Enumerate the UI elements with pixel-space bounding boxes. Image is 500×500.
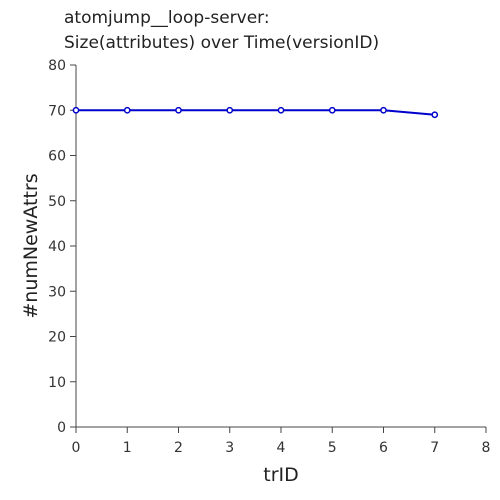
y-tick-label: 0: [57, 420, 66, 436]
data-point: [226, 106, 234, 114]
x-tick-label: 2: [174, 440, 183, 456]
data-point: [380, 106, 387, 114]
data-point: [328, 106, 336, 114]
data-point: [431, 111, 439, 119]
x-axis-label: trID: [263, 464, 299, 486]
x-tick-label: 4: [277, 440, 286, 456]
y-tick-label: 50: [48, 194, 66, 210]
chart-title-line-1: atomjump__loop-server:: [64, 8, 270, 28]
y-tick-label: 40: [48, 239, 66, 255]
x-tick-label: 6: [379, 440, 388, 456]
x-tick-label: 0: [72, 440, 81, 456]
x-tick-label: 1: [123, 440, 132, 456]
y-tick-label: 30: [48, 284, 66, 300]
x-tick-label: 8: [482, 440, 491, 456]
series-line: [76, 109, 435, 116]
y-axis-label: #numNewAttrs: [20, 173, 42, 318]
y-tick-label: 80: [48, 58, 66, 74]
data-point: [123, 106, 131, 114]
chart-title-line-2: Size(attributes) over Time(versionID): [64, 33, 380, 53]
y-tick-label: 60: [48, 149, 66, 165]
y-tick-label: 20: [48, 330, 66, 346]
y-tick-label: 70: [48, 103, 66, 119]
data-point: [175, 106, 182, 114]
data-point: [72, 106, 80, 114]
x-tick-label: 5: [328, 440, 337, 456]
x-tick-label: 3: [225, 440, 234, 456]
y-tick-label: 10: [48, 375, 66, 391]
x-tick-label: 7: [430, 440, 439, 456]
data-point: [277, 106, 285, 114]
